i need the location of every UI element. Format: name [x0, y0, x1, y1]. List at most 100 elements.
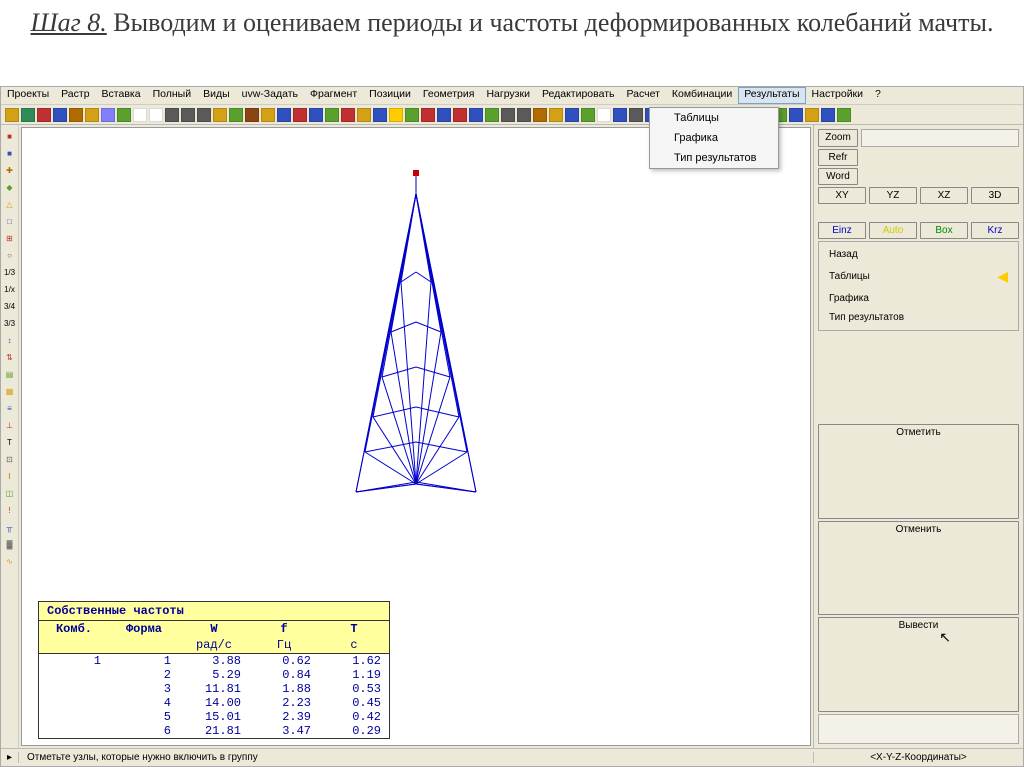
menu-настройки[interactable]: Настройки	[806, 87, 870, 104]
einz-button[interactable]: Einz	[818, 222, 866, 239]
menu-позиции[interactable]: Позиции	[363, 87, 417, 104]
left-tool-9[interactable]: 1/x	[3, 282, 17, 296]
left-tool-15[interactable]: ▦	[3, 384, 17, 398]
toolbar-icon-9[interactable]	[149, 108, 163, 122]
menu-вставка[interactable]: Вставка	[96, 87, 147, 104]
cancel-button[interactable]: Отменить	[818, 521, 1019, 616]
toolbar-icon-50[interactable]	[805, 108, 819, 122]
left-tool-3[interactable]: ◆	[3, 180, 17, 194]
nav-graphics[interactable]: Графика	[823, 290, 1014, 307]
left-tool-11[interactable]: 3/3	[3, 316, 17, 330]
toolbar-icon-13[interactable]	[213, 108, 227, 122]
left-tool-18[interactable]: T	[3, 435, 17, 449]
toolbar-icon-7[interactable]	[117, 108, 131, 122]
toolbar-icon-29[interactable]	[469, 108, 483, 122]
view-3d-button[interactable]: 3D	[971, 187, 1019, 204]
menu-расчет[interactable]: Расчет	[620, 87, 665, 104]
left-tool-25[interactable]: ∿	[3, 554, 17, 568]
toolbar-icon-21[interactable]	[341, 108, 355, 122]
toolbar-icon-23[interactable]	[373, 108, 387, 122]
toolbar-icon-35[interactable]	[565, 108, 579, 122]
view-yz-button[interactable]: YZ	[869, 187, 917, 204]
toolbar-icon-38[interactable]	[613, 108, 627, 122]
toolbar-icon-12[interactable]	[197, 108, 211, 122]
toolbar-icon-15[interactable]	[245, 108, 259, 122]
left-tool-4[interactable]: △	[3, 197, 17, 211]
toolbar-icon-33[interactable]	[533, 108, 547, 122]
toolbar-icon-49[interactable]	[789, 108, 803, 122]
menu-комбинации[interactable]: Комбинации	[666, 87, 738, 104]
left-tool-24[interactable]: ▓	[3, 537, 17, 551]
dropdown-item-0[interactable]: Таблицы	[650, 108, 778, 128]
left-tool-7[interactable]: ○	[3, 248, 17, 262]
toolbar-icon-52[interactable]	[837, 108, 851, 122]
toolbar-icon-34[interactable]	[549, 108, 563, 122]
toolbar-icon-8[interactable]	[133, 108, 147, 122]
left-tool-10[interactable]: 3/4	[3, 299, 17, 313]
toolbar-icon-37[interactable]	[597, 108, 611, 122]
toolbar-icon-18[interactable]	[293, 108, 307, 122]
menu-растр[interactable]: Растр	[55, 87, 95, 104]
box-button[interactable]: Box	[920, 222, 968, 239]
toolbar-icon-5[interactable]	[85, 108, 99, 122]
left-tool-5[interactable]: □	[3, 214, 17, 228]
view-xy-button[interactable]: XY	[818, 187, 866, 204]
nav-tables[interactable]: Таблицы ◀	[823, 265, 1014, 288]
menu-редактировать[interactable]: Редактировать	[536, 87, 621, 104]
menu-uvw-задать[interactable]: uvw-Задать	[236, 87, 304, 104]
toolbar-icon-32[interactable]	[517, 108, 531, 122]
toolbar-icon-0[interactable]	[5, 108, 19, 122]
toolbar-icon-3[interactable]	[53, 108, 67, 122]
toolbar-icon-16[interactable]	[261, 108, 275, 122]
dropdown-item-1[interactable]: Графика	[650, 128, 778, 148]
menu-результаты[interactable]: Результаты	[738, 87, 805, 104]
left-tool-19[interactable]: ⊡	[3, 452, 17, 466]
toolbar-icon-6[interactable]	[101, 108, 115, 122]
menu-нагрузки[interactable]: Нагрузки	[480, 87, 536, 104]
toolbar-icon-26[interactable]	[421, 108, 435, 122]
toolbar-icon-39[interactable]	[629, 108, 643, 122]
left-tool-0[interactable]: ■	[3, 129, 17, 143]
left-tool-20[interactable]: ⌇	[3, 469, 17, 483]
left-tool-12[interactable]: ↕	[3, 333, 17, 347]
left-tool-22[interactable]: !	[3, 503, 17, 517]
toolbar-icon-27[interactable]	[437, 108, 451, 122]
toolbar-icon-51[interactable]	[821, 108, 835, 122]
output-button[interactable]: Вывести	[818, 617, 1019, 712]
toolbar-icon-2[interactable]	[37, 108, 51, 122]
toolbar-icon-14[interactable]	[229, 108, 243, 122]
zoom-button[interactable]: Zoom	[818, 129, 858, 147]
mark-button[interactable]: Отметить	[818, 424, 1019, 519]
menu-проекты[interactable]: Проекты	[1, 87, 55, 104]
toolbar-icon-25[interactable]	[405, 108, 419, 122]
toolbar-icon-22[interactable]	[357, 108, 371, 122]
view-xz-button[interactable]: XZ	[920, 187, 968, 204]
refresh-button[interactable]: Refr	[818, 149, 858, 166]
left-tool-17[interactable]: ⊥	[3, 418, 17, 432]
left-tool-21[interactable]: ◫	[3, 486, 17, 500]
left-tool-13[interactable]: ⇅	[3, 350, 17, 364]
krz-button[interactable]: Krz	[971, 222, 1019, 239]
left-tool-8[interactable]: 1/3	[3, 265, 17, 279]
toolbar-icon-19[interactable]	[309, 108, 323, 122]
menu-виды[interactable]: Виды	[197, 87, 236, 104]
toolbar-icon-11[interactable]	[181, 108, 195, 122]
left-tool-6[interactable]: ⊞	[3, 231, 17, 245]
toolbar-icon-28[interactable]	[453, 108, 467, 122]
auto-button[interactable]: Auto	[869, 222, 917, 239]
toolbar-icon-20[interactable]	[325, 108, 339, 122]
toolbar-icon-31[interactable]	[501, 108, 515, 122]
menu-полный[interactable]: Полный	[147, 87, 198, 104]
toolbar-icon-17[interactable]	[277, 108, 291, 122]
dropdown-item-2[interactable]: Тип результатов	[650, 148, 778, 168]
word-button[interactable]: Word	[818, 168, 858, 185]
menu-?[interactable]: ?	[869, 87, 887, 104]
toolbar-icon-36[interactable]	[581, 108, 595, 122]
left-tool-2[interactable]: ✚	[3, 163, 17, 177]
menu-фрагмент[interactable]: Фрагмент	[304, 87, 363, 104]
toolbar-icon-4[interactable]	[69, 108, 83, 122]
left-tool-14[interactable]: ▤	[3, 367, 17, 381]
left-tool-1[interactable]: ■	[3, 146, 17, 160]
toolbar-icon-10[interactable]	[165, 108, 179, 122]
left-tool-23[interactable]: ╥	[3, 520, 17, 534]
